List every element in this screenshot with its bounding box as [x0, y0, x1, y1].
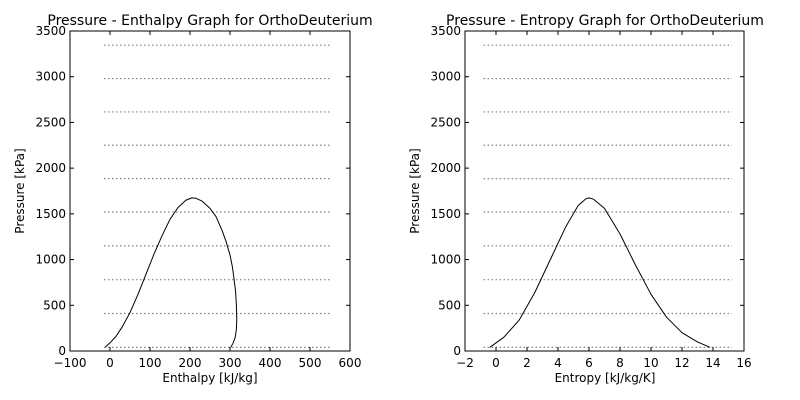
x-tick-label: 600: [339, 356, 362, 370]
y-tick-label: 1500: [35, 207, 66, 221]
chart-title: Pressure - Enthalpy Graph for OrthoDeute…: [47, 13, 372, 29]
y-tick-label: 3500: [430, 24, 461, 38]
y-axis-label: Pressure [kPa]: [408, 148, 422, 233]
x-tick-label: 200: [179, 356, 202, 370]
y-axis-label: Pressure [kPa]: [13, 148, 27, 233]
x-tick-label: 12: [674, 356, 689, 370]
x-tick-label: −100: [54, 356, 87, 370]
y-tick-label: 2000: [430, 161, 461, 175]
axes-frame: [69, 30, 351, 352]
y-tick-label: 500: [43, 298, 66, 312]
x-axis-label: Enthalpy [kJ/kg]: [162, 371, 257, 385]
y-tick-label: 2000: [35, 161, 66, 175]
x-tick-label: 400: [259, 356, 282, 370]
plot-area: −100 0 100 200 300 400 500 60005001000150020002…: [35, 24, 361, 370]
x-tick-label: 300: [219, 356, 242, 370]
x-tick-label: 16: [736, 356, 751, 370]
y-tick-label: 2500: [430, 115, 461, 129]
x-tick-label: 8: [616, 356, 624, 370]
y-tick-label: 1500: [430, 207, 461, 221]
x-tick-label: 500: [299, 356, 322, 370]
x-tick-label: −2: [456, 356, 474, 370]
y-tick-label: 3500: [35, 24, 66, 38]
y-tick-label: 1000: [35, 253, 66, 267]
x-tick-label: 0: [106, 356, 114, 370]
saturation-curve: [489, 197, 711, 348]
x-axis-label: Entropy [kJ/kg/K]: [555, 371, 656, 385]
y-tick-label: 3000: [430, 70, 461, 84]
x-tick-label: 0: [492, 356, 500, 370]
y-tick-label: 1000: [430, 253, 461, 267]
axes-frame: [464, 30, 745, 352]
x-tick-label: 14: [705, 356, 720, 370]
x-tick-label: 6: [585, 356, 593, 370]
entropy-chart: Pressure - Entropy Graph for OrthoDeuter…: [408, 13, 764, 385]
y-tick-label: 500: [438, 298, 461, 312]
x-tick-label: 4: [554, 356, 562, 370]
x-tick-label: 10: [643, 356, 658, 370]
x-tick-label: 2: [523, 356, 531, 370]
y-tick-label: 0: [453, 344, 461, 358]
plot-area: −2 0 2 4 6 8 10 12 14 160500100015002000250030003…: [430, 24, 751, 370]
saturation-curve: [104, 197, 238, 348]
x-tick-label: 100: [139, 356, 162, 370]
chart-title: Pressure - Entropy Graph for OrthoDeuter…: [446, 13, 764, 29]
y-tick-label: 3000: [35, 70, 66, 84]
y-tick-label: 2500: [35, 115, 66, 129]
enthalpy-chart: Pressure - Enthalpy Graph for OrthoDeute…: [13, 13, 373, 385]
y-tick-label: 0: [58, 344, 66, 358]
